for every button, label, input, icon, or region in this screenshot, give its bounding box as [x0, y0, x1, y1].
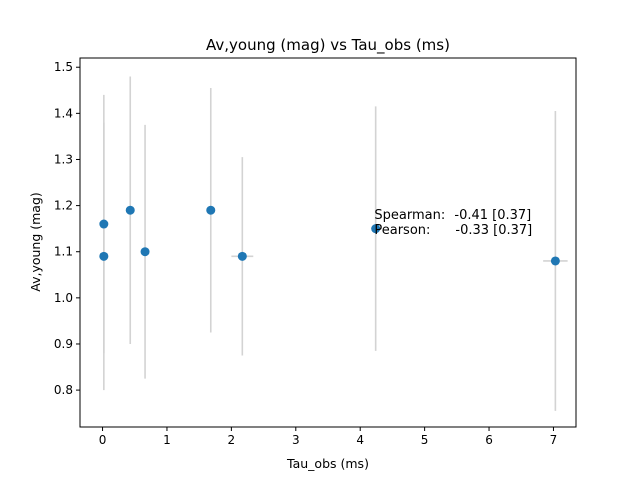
y-tick-label-3: 1.1: [54, 245, 73, 259]
pearson-label: Pearson:: [374, 223, 430, 238]
x-tick-label-2: 2: [228, 433, 236, 447]
data-point-4: [206, 205, 216, 215]
data-point-0: [99, 219, 109, 229]
x-tick-label-6: 6: [485, 433, 493, 447]
plot-frame: [79, 57, 577, 428]
x-tick-label-3: 3: [292, 433, 300, 447]
data-point-2: [125, 205, 135, 215]
x-tick-label-4: 4: [356, 433, 364, 447]
x-tick-label-0: 0: [99, 433, 107, 447]
data-point-5: [237, 251, 247, 261]
data-point-7: [550, 256, 560, 266]
spearman-value: -0.41 [0.37]: [454, 208, 531, 223]
spearman-label: Spearman:: [374, 208, 445, 223]
data-point-6: [371, 224, 381, 234]
data-points: [99, 205, 560, 266]
x-tick-label-7: 7: [550, 433, 558, 447]
y-axis-ticks: 0.8 0.9 1.0 1.1 1.2 1.3 1.4 1.5: [54, 60, 80, 397]
chart-title: Av,young (mag) vs Tau_obs (ms): [206, 36, 450, 55]
pearson-value: -0.33 [0.37]: [455, 223, 532, 238]
x-axis-ticks: 0 1 2 3 4 5 6 7: [99, 427, 558, 447]
x-axis-label: Tau_obs (ms): [286, 456, 369, 471]
x-tick-label-1: 1: [163, 433, 171, 447]
data-point-1: [99, 251, 109, 261]
data-point-3: [140, 247, 150, 257]
y-tick-label-7: 1.5: [54, 60, 73, 74]
x-tick-label-5: 5: [421, 433, 429, 447]
y-tick-label-1: 0.9: [54, 337, 73, 351]
y-tick-label-6: 1.4: [54, 106, 73, 120]
y-tick-label-5: 1.3: [54, 152, 73, 166]
correlation-annotation: Spearman: -0.41 [0.37] Pearson: -0.33 [0…: [374, 208, 532, 238]
y-tick-label-4: 1.2: [54, 199, 73, 213]
y-axis-label: Av,young (mag): [28, 192, 43, 292]
y-tick-label-2: 1.0: [54, 291, 73, 305]
y-tick-label-0: 0.8: [54, 383, 73, 397]
